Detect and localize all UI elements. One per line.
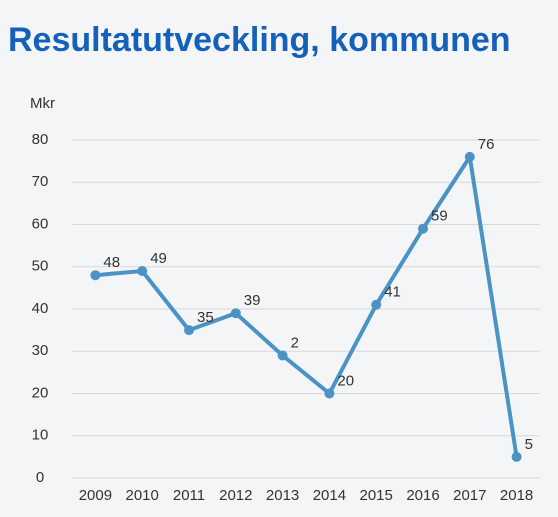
data-point [418,223,428,234]
data-label: 76 [478,136,495,153]
y-tick-label: 40 [32,300,49,317]
y-axis-label: Mkr [30,95,55,112]
y-tick-label: 70 [32,173,49,190]
data-point [324,388,335,399]
x-tick-label: 2017 [453,487,486,504]
x-tick-label: 2016 [406,487,439,504]
data-point [137,265,148,276]
x-tick-label: 2013 [266,487,299,504]
chart-title: Resultatutveckling, kommunen [8,21,511,59]
data-point [277,350,288,361]
data-label: 5 [525,436,533,453]
x-tick-label: 2010 [126,487,159,504]
x-tick-label: 2012 [219,487,252,504]
data-label: 35 [197,309,214,326]
data-label: 20 [337,372,354,389]
y-tick-label: 60 [32,215,49,232]
y-tick-label: 10 [32,427,49,444]
data-label: 49 [150,250,167,267]
data-label: 41 [384,284,401,301]
data-label: 48 [103,254,120,271]
data-label: 59 [431,208,448,225]
y-tick-label: 20 [32,384,49,401]
y-tick-label: 50 [32,258,49,275]
data-point [90,270,101,281]
x-tick-label: 2014 [313,487,346,504]
data-point [464,151,475,162]
series-line [95,154,519,458]
y-tick-label: 80 [32,131,49,148]
data-point [184,325,194,336]
data-point [371,299,382,310]
y-tick-label: 0 [36,469,44,486]
x-tick-label: 2015 [360,487,393,504]
x-tick-label: 2009 [79,487,112,504]
data-point [230,308,241,319]
x-tick-label: 2011 [173,487,205,504]
y-tick-label: 30 [32,342,49,359]
x-tick-label: 2018 [500,487,533,504]
data-label: 2 [291,334,299,351]
data-point [511,451,522,462]
data-label: 39 [244,292,261,309]
